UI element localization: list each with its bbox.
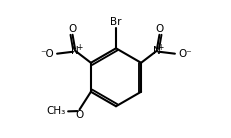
Text: +: + bbox=[157, 43, 163, 52]
Text: N: N bbox=[71, 46, 79, 56]
Text: N: N bbox=[152, 46, 160, 56]
Text: ⁻O: ⁻O bbox=[40, 49, 54, 59]
Text: O⁻: O⁻ bbox=[177, 49, 191, 59]
Text: O: O bbox=[75, 110, 83, 120]
Text: O: O bbox=[68, 24, 76, 34]
Text: O: O bbox=[155, 24, 163, 34]
Text: +: + bbox=[75, 43, 82, 52]
Text: CH₃: CH₃ bbox=[46, 106, 66, 116]
Text: Br: Br bbox=[110, 17, 121, 27]
